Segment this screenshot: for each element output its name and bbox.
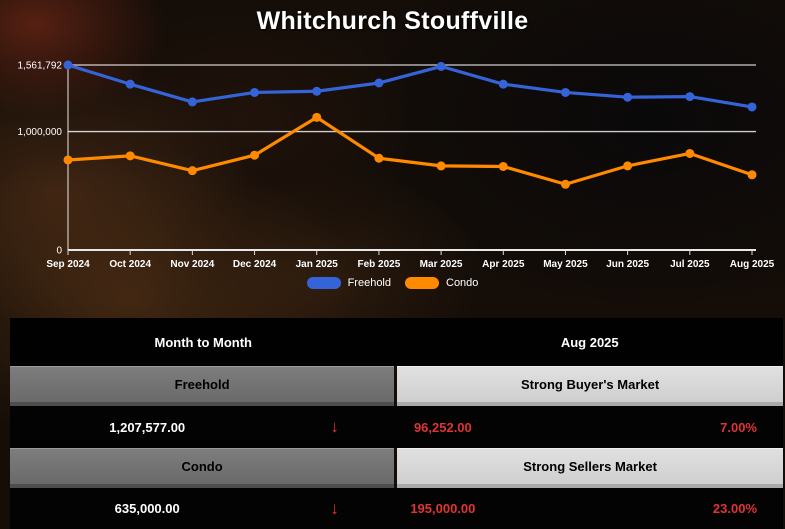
price-trend-chart-section: Whitchurch Stouffville 1,561,792 1,000,00… [0, 7, 785, 289]
data-point-condo [187, 166, 197, 176]
data-point-condo [436, 161, 446, 171]
data-point-condo [63, 155, 73, 165]
x-axis-tick-label: Aug 2025 [730, 259, 775, 270]
page-title: Whitchurch Stouffville [256, 7, 529, 35]
table-header-row: Month to Month Aug 2025 [10, 318, 783, 366]
header-current-month: Aug 2025 [560, 334, 619, 350]
data-point-freehold [623, 92, 633, 102]
data-point-condo [250, 150, 260, 160]
freehold-change-amount: 96,252.00 [413, 419, 472, 435]
x-axis-tick-label: Jun 2025 [606, 259, 649, 270]
condo-label-row: Condo Strong Sellers Market [10, 448, 783, 488]
freehold-swatch-icon [306, 277, 341, 289]
data-point-condo [125, 151, 135, 161]
freehold-down-trend-arrow-icon: ↓ [330, 417, 339, 436]
x-axis-tick-label: Feb 2025 [358, 259, 401, 270]
condo-market-status-cell: Strong Sellers Market [397, 448, 783, 488]
data-point-freehold [250, 87, 260, 97]
condo-down-trend-arrow-icon: ↓ [330, 498, 339, 518]
x-axis-tick-label: May 2025 [543, 259, 588, 270]
condo-swatch-icon [405, 277, 439, 289]
chart-canvas[interactable]: 1,561,792 1,000,000 0 Sep 2024 Oct 2024 Nov 2… [0, 43, 785, 275]
data-point-condo [312, 112, 322, 122]
x-axis-tick-label: Apr 2025 [482, 259, 525, 270]
data-point-freehold [436, 61, 446, 71]
freehold-change-percent: 7.00% [720, 419, 757, 435]
legend-label-freehold: Freehold [347, 277, 391, 289]
header-month-to-month: Month to Month [154, 334, 252, 350]
data-point-freehold [747, 102, 757, 112]
freehold-market-status-cell: Strong Buyer's Market [397, 366, 783, 406]
condo-change-amount: 195,000.00 [410, 501, 476, 516]
y-axis-tick-label: 1,561,792 [18, 61, 63, 72]
y-axis-tick-label: 1,000,000 [18, 127, 63, 138]
data-point-condo [685, 148, 695, 158]
data-point-condo [374, 153, 384, 163]
condo-change-percent: 23.00% [712, 501, 757, 516]
data-point-freehold [685, 92, 695, 102]
data-point-freehold [125, 79, 135, 89]
data-point-freehold [374, 78, 384, 88]
market-summary-table: Month to Month Aug 2025 Freehold Strong … [0, 318, 785, 529]
data-point-condo [747, 170, 757, 180]
data-point-freehold [312, 86, 322, 96]
data-point-condo [498, 161, 508, 171]
freehold-category-cell: Freehold [10, 366, 395, 406]
x-axis-tick-label: Dec 2024 [233, 259, 277, 270]
series-line-freehold [66, 63, 754, 109]
freehold-label-row: Freehold Strong Buyer's Market [10, 366, 783, 406]
condo-category-cell: Condo [10, 448, 395, 488]
freehold-price: 1,207,577.00 [109, 419, 186, 435]
freehold-values-row: 1,207,577.00 ↓ 96,252.00 7.00% [10, 406, 783, 448]
data-point-freehold [560, 87, 570, 97]
x-axis-tick-label: Sep 2024 [46, 259, 90, 270]
condo-values-row: 635,000.00 ↓ 195,000.00 23.00% [10, 488, 783, 529]
series-line-condo [66, 115, 754, 186]
data-point-freehold [187, 97, 197, 107]
legend-item-freehold: Freehold [306, 277, 391, 289]
data-point-condo [623, 161, 633, 171]
data-point-condo [560, 179, 570, 189]
condo-price: 635,000.00 [114, 501, 180, 516]
x-axis-tick-label: Jul 2025 [670, 259, 710, 270]
chart-legend: Freehold Condo [0, 277, 785, 289]
x-axis-tick-label: Mar 2025 [420, 259, 463, 270]
legend-label-condo: Condo [446, 277, 479, 289]
x-axis-tick-label: Nov 2024 [170, 259, 214, 270]
x-axis-tick-label: Oct 2024 [109, 259, 151, 270]
legend-item-condo: Condo [405, 277, 478, 289]
x-axis-tick-label: Jan 2025 [296, 259, 339, 270]
y-axis-tick-label: 0 [56, 246, 62, 257]
data-point-freehold [63, 60, 73, 70]
data-point-freehold [498, 79, 508, 89]
